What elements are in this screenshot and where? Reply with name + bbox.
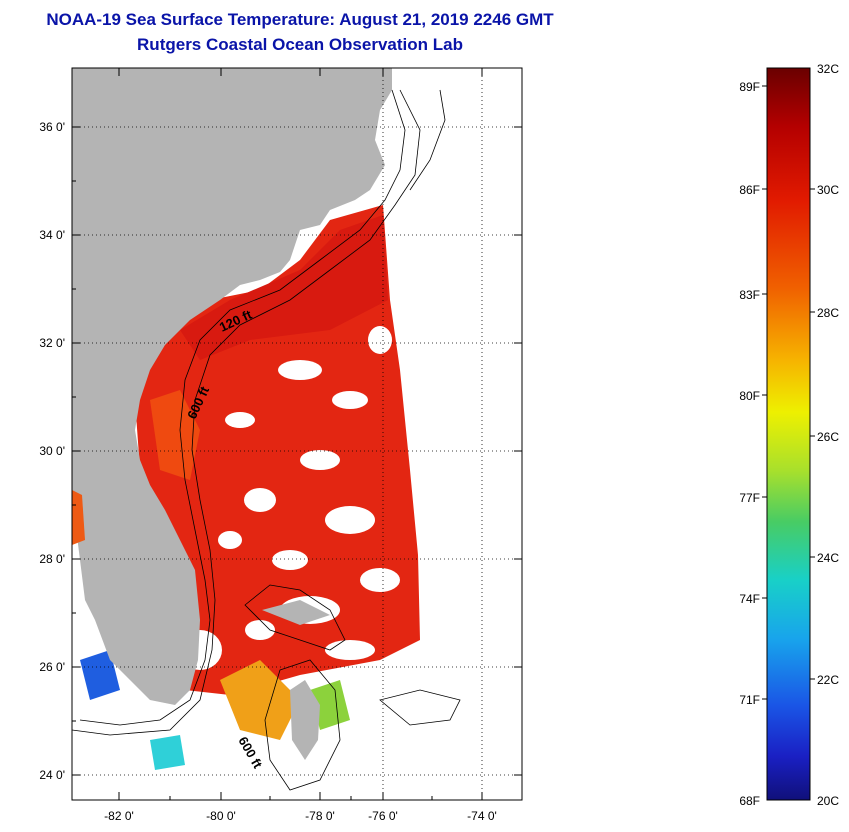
cbar-f-71: 71F (739, 693, 760, 707)
lon-label-74: -74 0' (467, 809, 497, 823)
cbar-f-86: 86F (739, 183, 760, 197)
lon-label-76: -76 0' (368, 809, 398, 823)
map-frame (71, 67, 523, 801)
colorbar-gradient (766, 67, 811, 801)
land-mainland (72, 68, 392, 705)
lon-label-78: -78 0' (305, 809, 335, 823)
sst-warm-zone (180, 215, 388, 360)
cbar-c-20: 20C (817, 794, 839, 808)
cbar-c-32: 32C (817, 62, 839, 76)
map-subtitle: Rutgers Coastal Ocean Observation Lab (137, 35, 463, 54)
colorbar-ticks (762, 85, 815, 700)
cbar-c-22: 22C (817, 673, 839, 687)
cbar-c-26: 26C (817, 430, 839, 444)
cbar-f-77: 77F (739, 491, 760, 505)
bathymetry-contours (72, 89, 461, 791)
sst-orange-patch (150, 390, 200, 480)
map-title: NOAA-19 Sea Surface Temperature: August … (46, 10, 554, 29)
florida-panhandle-water (72, 490, 85, 545)
lat-label-36: 36 0' (39, 120, 65, 134)
lat-label-24: 24 0' (39, 768, 65, 782)
cbar-c-24: 24C (817, 551, 839, 565)
cbar-f-83: 83F (739, 288, 760, 302)
sst-yellow-patch (220, 660, 300, 740)
land-andros-island (290, 680, 320, 760)
cbar-c-30: 30C (817, 183, 839, 197)
sst-cyan-patch (150, 735, 185, 770)
cbar-c-28: 28C (817, 306, 839, 320)
sst-blue-patch (80, 650, 120, 700)
lon-label-80: -80 0' (206, 809, 236, 823)
lat-label-32: 32 0' (39, 336, 65, 350)
lon-label-82: -82 0' (104, 809, 134, 823)
lat-label-34: 34 0' (39, 228, 65, 242)
cbar-f-74: 74F (739, 592, 760, 606)
sst-green-patch (310, 680, 350, 730)
lat-label-28: 28 0' (39, 552, 65, 566)
lat-label-26: 26 0' (39, 660, 65, 674)
lat-label-30: 30 0' (39, 444, 65, 458)
cbar-f-89: 89F (739, 80, 760, 94)
land-grand-bahama (262, 600, 330, 625)
graticule (72, 68, 522, 800)
axis-ticks (72, 68, 522, 800)
cbar-f-68: 68F (739, 794, 760, 808)
cbar-f-80: 80F (739, 389, 760, 403)
